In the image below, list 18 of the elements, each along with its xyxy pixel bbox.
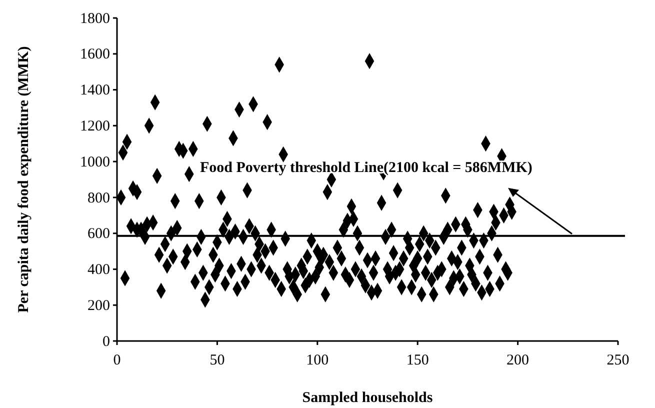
x-tick-label: 0: [113, 352, 121, 368]
y-tick-label: 600: [88, 226, 110, 242]
x-tick-label: 100: [306, 352, 329, 368]
x-tick-label: 250: [606, 352, 630, 368]
y-tick-label: 1200: [80, 118, 110, 134]
y-axis-title: Per capita daily food expenditure (MMK): [16, 46, 32, 313]
y-tick-label: 0: [102, 334, 110, 350]
x-tick-label: 150: [406, 352, 429, 368]
x-tick-label: 50: [210, 352, 225, 368]
y-tick-label: 1600: [80, 46, 110, 63]
y-tick-label: 200: [88, 298, 110, 314]
y-tick-label: 1000: [80, 154, 110, 170]
y-tick-label: 400: [88, 262, 110, 278]
y-tick-label: 1400: [80, 82, 110, 99]
x-axis-title: Sampled households: [302, 390, 433, 406]
x-tick-label: 200: [506, 352, 530, 368]
y-tick-label: 1800: [80, 10, 110, 27]
y-tick-label: 800: [88, 190, 110, 206]
